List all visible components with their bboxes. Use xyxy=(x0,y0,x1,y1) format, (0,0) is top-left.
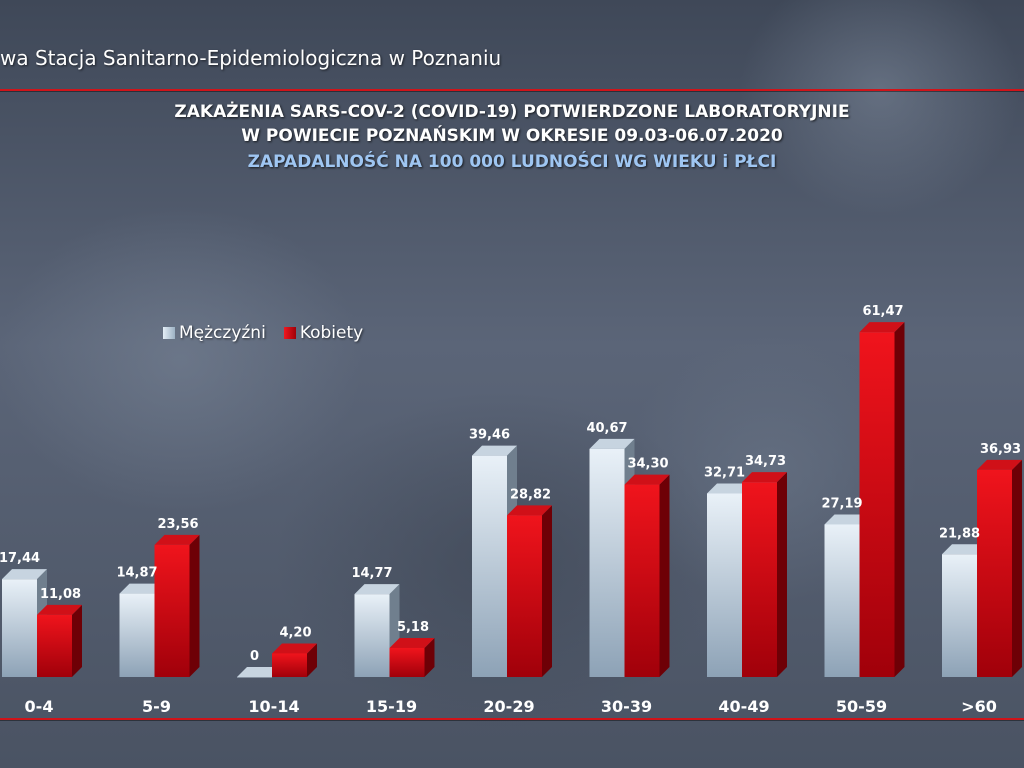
bar-front-women-20-29 xyxy=(507,515,542,677)
bar-side-women-30-39 xyxy=(659,474,670,677)
value-label-women-50-59: 61,47 xyxy=(862,304,903,319)
bar-front-women-50-59 xyxy=(859,332,895,677)
category-label-30-39: 30-39 xyxy=(601,697,652,716)
category-label-15-19: 15-19 xyxy=(366,697,417,716)
bar-top-women-20-29 xyxy=(507,505,552,516)
bar-front-men-40-49 xyxy=(707,493,742,677)
legend-item-women: Kobiety xyxy=(283,323,364,343)
category-label-40-49: 40-49 xyxy=(718,697,769,716)
value-label-women-15-19: 5,18 xyxy=(397,620,429,635)
value-label-women-5-9: 23,56 xyxy=(157,517,198,532)
bar-front-women-30-39 xyxy=(624,484,660,677)
bar-top-women-0-4 xyxy=(37,604,82,615)
bar-women-15-19 xyxy=(389,637,435,677)
category-label-50-59: 50-59 xyxy=(836,697,887,716)
bar-top-men-50-59 xyxy=(824,514,870,525)
bar-women-20-29 xyxy=(507,505,552,677)
bar-top-women-10-14 xyxy=(272,643,317,654)
category-label-10-14: 10-14 xyxy=(248,697,299,716)
bottom-divider xyxy=(0,718,1024,720)
source-header: wa Stacja Sanitarno-Epidemiologiczna w P… xyxy=(0,46,502,70)
legend-swatch-men xyxy=(163,327,175,339)
bar-women-30-39 xyxy=(624,474,670,677)
bar-front-women--60 xyxy=(977,469,1012,677)
value-label-women-40-49: 34,73 xyxy=(745,454,786,469)
bar-front-men-0-4 xyxy=(2,579,37,677)
bar-side-women-40-49 xyxy=(777,472,787,677)
bar-side-women-0-4 xyxy=(72,604,82,677)
bar-front-women-0-4 xyxy=(37,614,72,677)
bar-top-women-5-9 xyxy=(154,534,200,545)
bar-women-50-59 xyxy=(859,322,905,677)
bar-top-men-0-4 xyxy=(2,569,47,580)
value-label-women--60: 36,93 xyxy=(980,442,1021,457)
value-label-women-30-39: 34,30 xyxy=(627,457,668,472)
bar-front-men-30-39 xyxy=(589,448,625,677)
top-divider xyxy=(0,89,1024,91)
chart-subtitle: ZAPADALNOŚĆ NA 100 000 LUDNOŚCI WG WIEKU… xyxy=(247,152,777,172)
bar-top-men-5-9 xyxy=(119,583,165,594)
legend: Mężczyźni Kobiety xyxy=(163,322,381,344)
bar-top-men--60 xyxy=(942,544,987,555)
category-label-5-9: 5-9 xyxy=(142,697,171,716)
bar-front-women-40-49 xyxy=(742,482,777,677)
legend-label-men: Mężczyźni xyxy=(179,323,266,343)
bar-front-men-20-29 xyxy=(472,455,507,677)
bar-front-men-5-9 xyxy=(119,593,155,677)
bar-side-women-50-59 xyxy=(894,322,905,677)
bar-side-women--60 xyxy=(1012,459,1022,677)
legend-label-women: Kobiety xyxy=(299,323,364,343)
chart-title: ZAKAŻENIA SARS-COV-2 (COVID-19) POTWIERD… xyxy=(174,102,850,122)
category-label-0-4: 0-4 xyxy=(25,697,54,716)
bar-top-women-15-19 xyxy=(389,637,435,648)
bar-front-men-10-14 xyxy=(237,677,272,678)
value-label-men-20-29: 39,46 xyxy=(469,428,510,443)
value-label-men-50-59: 27,19 xyxy=(821,496,862,511)
legend-swatch-women xyxy=(283,327,296,339)
category-label--60: >60 xyxy=(961,697,997,716)
value-label-men-10-14: 0 xyxy=(250,649,259,664)
bar-top-men-30-39 xyxy=(589,438,635,449)
bar-top-men-10-14 xyxy=(237,667,282,677)
bar-top-women-30-39 xyxy=(624,474,670,485)
value-label-women-20-29: 28,82 xyxy=(510,487,551,502)
value-label-men-40-49: 32,71 xyxy=(704,465,745,480)
bar-front-men-50-59 xyxy=(824,524,860,677)
value-label-women-10-14: 4,20 xyxy=(279,625,311,640)
value-label-men-15-19: 14,77 xyxy=(351,566,392,581)
chart-title-line-2: W POWIECIE POZNAŃSKIM W OKRESIE 09.03-06… xyxy=(241,126,783,146)
bar-top-women-40-49 xyxy=(742,472,787,483)
bar-men-10-14 xyxy=(237,667,282,678)
bar-women--60 xyxy=(977,459,1022,677)
bar-side-women-15-19 xyxy=(424,637,435,677)
bar-front-men-15-19 xyxy=(354,594,390,677)
value-label-men-0-4: 17,44 xyxy=(0,551,40,566)
bar-front-men--60 xyxy=(942,554,977,677)
bar-women-0-4 xyxy=(37,604,82,677)
value-label-men-5-9: 14,87 xyxy=(116,566,157,581)
bar-top-men-20-29 xyxy=(472,445,517,456)
bar-front-women-10-14 xyxy=(272,653,307,677)
category-label-20-29: 20-29 xyxy=(483,697,534,716)
legend-item-men: Mężczyźni xyxy=(163,323,266,343)
bar-women-40-49 xyxy=(742,472,787,677)
value-label-men--60: 21,88 xyxy=(939,526,980,541)
bar-top-men-40-49 xyxy=(707,483,752,494)
value-label-women-0-4: 11,08 xyxy=(40,587,81,602)
bar-front-women-15-19 xyxy=(389,647,425,677)
bar-top-men-15-19 xyxy=(354,584,400,595)
bar-women-5-9 xyxy=(154,534,200,677)
bar-front-women-5-9 xyxy=(154,544,190,677)
bar-side-women-5-9 xyxy=(189,534,200,677)
bar-top-women-50-59 xyxy=(859,322,905,333)
bar-top-women--60 xyxy=(977,459,1022,470)
bar-side-women-10-14 xyxy=(307,643,317,677)
bar-side-women-20-29 xyxy=(542,505,552,677)
bar-women-10-14 xyxy=(272,643,317,677)
value-label-men-30-39: 40,67 xyxy=(586,421,627,436)
